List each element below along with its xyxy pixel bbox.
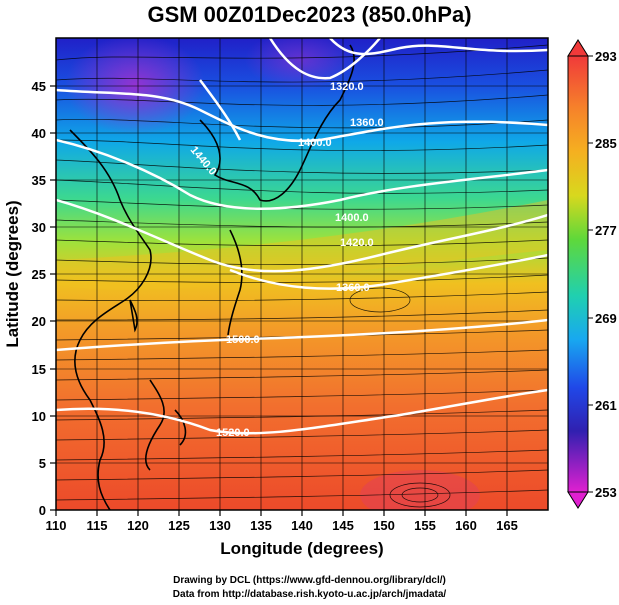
colorbar-tick-label: 285 (595, 136, 617, 151)
colorbar-tick-label: 261 (595, 398, 617, 413)
contour-labels: 1320.0 1360.0 1400.0 1440.0 1400.0 1420.… (188, 81, 384, 439)
x-tick-label: 120 (127, 518, 149, 533)
colorbar-tick-label: 277 (595, 223, 617, 238)
y-tick-label: 40 (32, 126, 46, 141)
x-tick-label: 165 (496, 518, 518, 533)
contour-label-1500: 1500.0 (226, 334, 260, 346)
y-axis-label: Latitude (degrees) (3, 200, 22, 347)
x-tick-label: 145 (332, 518, 354, 533)
contour-label-1520: 1520.0 (216, 427, 250, 439)
y-tick-label: 35 (32, 173, 46, 188)
y-tick-label: 0 (39, 503, 46, 518)
x-tick-label: 155 (414, 518, 436, 533)
colorbar-tick-label: 253 (595, 485, 617, 500)
y-tick-label: 5 (39, 456, 46, 471)
colorbar: 293 285 277 269 261 253 (567, 39, 617, 509)
tick-marks (50, 85, 508, 516)
contour-label-1360: 1360.0 (350, 117, 384, 129)
x-tick-label: 150 (373, 518, 395, 533)
coastlines (69, 44, 355, 510)
x-tick-label: 125 (168, 518, 190, 533)
contour-label-1400: 1400.0 (298, 137, 332, 149)
x-tick-label: 110 (46, 518, 67, 533)
y-tick-labels: 0 5 10 15 20 25 30 35 40 45 (32, 79, 46, 518)
colorbar-body (567, 55, 589, 493)
x-tick-label: 140 (291, 518, 313, 533)
colorbar-tick-label: 293 (595, 49, 617, 64)
height-contours (56, 38, 548, 435)
map-title: GSM 00Z01Dec2023 (850.0hPa) (147, 2, 472, 27)
credit-drawing: Drawing by DCL (https://www.gfd-dennou.o… (173, 575, 446, 586)
x-tick-labels: 110 115 120 125 130 135 140 145 150 155 … (46, 518, 518, 533)
x-axis-label: Longitude (degrees) (220, 539, 383, 558)
colorbar-tick-label: 269 (595, 311, 617, 326)
y-tick-label: 30 (32, 220, 46, 235)
credit-data-source: Data from http://database.rish.kyoto-u.a… (172, 589, 447, 600)
x-tick-label: 130 (209, 518, 231, 533)
x-tick-label: 115 (87, 518, 108, 533)
contour-label-1320: 1320.0 (330, 81, 364, 93)
y-tick-label: 20 (32, 314, 46, 329)
y-tick-label: 25 (32, 267, 46, 282)
lat-lon-grid (56, 38, 548, 510)
contour-label-1400-b: 1400.0 (335, 212, 369, 224)
y-tick-label: 15 (32, 362, 46, 377)
y-tick-label: 10 (32, 409, 46, 424)
colorbar-bottom-arrow (567, 491, 589, 509)
x-tick-label: 160 (455, 518, 477, 533)
colorbar-top-arrow (567, 39, 589, 57)
contour-label-1360-b: 1360.0 (336, 282, 370, 294)
y-tick-label: 45 (32, 79, 46, 94)
x-tick-label: 135 (250, 518, 272, 533)
contour-label-1420: 1420.0 (340, 237, 374, 249)
